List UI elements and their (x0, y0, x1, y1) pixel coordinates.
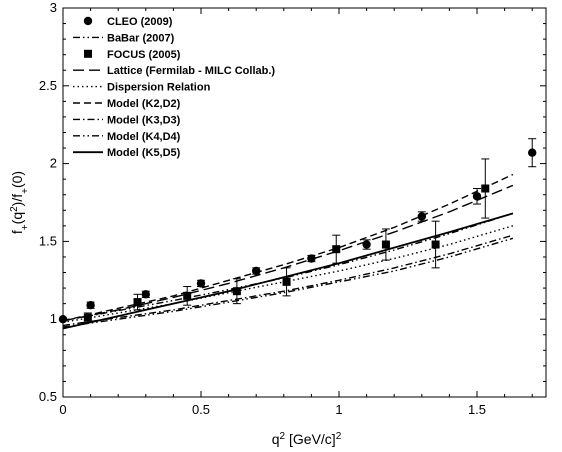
x-tick-labels: 0 0.5 1 1.5 (59, 402, 486, 417)
legend-label: FOCUS (2005) (107, 49, 181, 61)
data-point (417, 212, 426, 221)
data-point (133, 298, 142, 307)
series-line (62, 173, 514, 322)
data-point (381, 240, 390, 249)
legend-label: Model (K3,D3) (107, 114, 181, 126)
y-tick-label: 1 (50, 311, 57, 326)
data-point (472, 192, 482, 201)
series-line (62, 212, 514, 330)
data-point (528, 148, 537, 157)
y-tick-label: 3 (50, 0, 57, 15)
data-point (141, 290, 150, 299)
y-tick-labels: 0.5 1 1.5 2 2.5 3 (39, 0, 57, 404)
legend-label: Lattice (Fermilab - MILC Collab.) (107, 65, 275, 77)
plot-frame (62, 7, 547, 398)
legend-marker (83, 16, 93, 26)
data-point (332, 245, 341, 254)
legend-label: BaBar (2007) (107, 32, 175, 44)
x-tick-label: 0.5 (192, 402, 210, 417)
legend: CLEO (2009) BaBar (2007) FOCUS (2005) Latti… (73, 16, 275, 159)
data-point (196, 279, 206, 288)
legend-marker (84, 49, 92, 58)
legend-label: Model (K4,D4) (107, 131, 181, 143)
x-tick-label: 1.5 (468, 402, 486, 417)
legend-label: Dispersion Relation (107, 82, 211, 94)
data-point (481, 184, 490, 193)
x-axis-label: q2 [GeV/c]2 (272, 431, 342, 448)
y-tick-label: 2.5 (39, 78, 57, 93)
series-line (62, 234, 514, 327)
legend-label: Model (K2,D2) (107, 98, 181, 110)
y-axis-label: f+(q2)/f+(0) (9, 171, 31, 234)
legend-label: CLEO (2009) (107, 16, 173, 28)
data-point (86, 300, 95, 310)
data-point (431, 240, 440, 249)
data-point (83, 313, 92, 322)
data-point (252, 266, 261, 276)
data-point (362, 240, 371, 249)
y-tick-label: 0.5 (39, 389, 57, 404)
legend-label: Model (K5,D5) (107, 147, 181, 159)
y-tick-label: 1.5 (39, 233, 57, 248)
plot-area (58, 7, 546, 398)
data-point (282, 277, 291, 286)
data-point (307, 254, 316, 263)
data-point (232, 287, 241, 296)
x-tick-label: 0 (59, 402, 66, 417)
x-tick-label: 1 (335, 402, 342, 417)
data-point (183, 291, 192, 300)
y-tick-label: 2 (50, 156, 57, 171)
